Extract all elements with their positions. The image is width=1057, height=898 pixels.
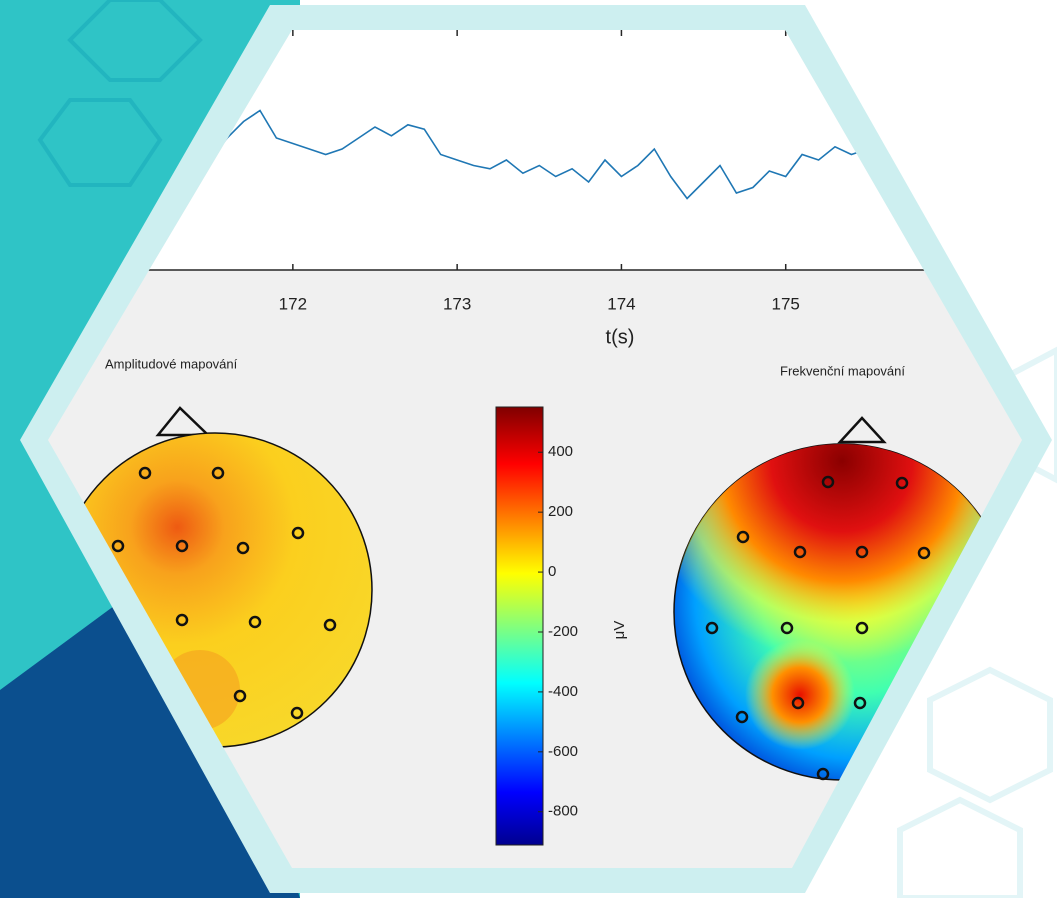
electrode xyxy=(175,613,189,627)
colorbar-tick-label: 0 xyxy=(548,563,556,580)
x-axis-label: t(s) xyxy=(606,326,635,348)
electrode xyxy=(175,539,189,553)
colorbar-tick-label: -400 xyxy=(548,683,578,700)
x-tick-label: 172 xyxy=(279,294,307,313)
electrode xyxy=(855,545,869,559)
colorbar-tick-label: -200 xyxy=(548,623,578,640)
electrode xyxy=(821,475,835,489)
hotspot xyxy=(745,640,855,750)
signal-plot: 172 173 174 175 t(s) xyxy=(210,30,951,348)
electrode xyxy=(236,541,250,555)
electrode xyxy=(816,767,830,781)
electrode xyxy=(211,466,225,480)
electrode xyxy=(323,618,337,632)
x-tick-label: 174 xyxy=(607,294,635,313)
electrode xyxy=(917,546,931,560)
electrode xyxy=(111,539,125,553)
electrode xyxy=(291,526,305,540)
electrode xyxy=(735,710,749,724)
electrode xyxy=(895,476,909,490)
electrode xyxy=(290,706,304,720)
electrode xyxy=(855,621,869,635)
colorbar-gradient xyxy=(495,406,544,846)
map-title: Amplitudové mapování xyxy=(105,356,238,371)
electrode xyxy=(853,696,867,710)
colorbar-label: μV xyxy=(611,621,628,640)
colorbar-tick-label: 200 xyxy=(548,503,573,520)
electrode xyxy=(138,466,152,480)
electrode xyxy=(248,615,262,629)
colorbar: 400 200 0 -200 -400 -600 -800 μV xyxy=(495,406,628,846)
electrode xyxy=(793,545,807,559)
electrode xyxy=(736,530,750,544)
signal-line xyxy=(210,109,951,200)
electrode xyxy=(791,696,805,710)
map-title: Frekvenční mapování xyxy=(780,363,905,378)
colorbar-tick-label: -600 xyxy=(548,743,578,760)
x-tick-label: 173 xyxy=(443,294,471,313)
hex-pattern-left xyxy=(37,0,203,187)
electrode xyxy=(705,621,719,635)
electrode xyxy=(780,621,794,635)
colorbar-tick-label: 400 xyxy=(548,443,573,460)
nose xyxy=(837,416,887,444)
nose xyxy=(155,406,212,437)
x-tick-label: 175 xyxy=(772,294,800,313)
colorbar-tick-label: -800 xyxy=(548,803,578,820)
electrode xyxy=(233,689,247,703)
